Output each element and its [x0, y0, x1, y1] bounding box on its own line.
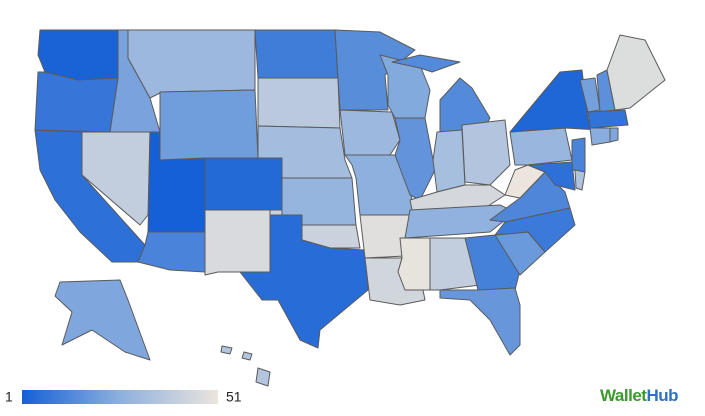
region: [439, 287, 521, 356]
region: [571, 137, 586, 173]
region: [255, 367, 271, 387]
region: [509, 127, 573, 166]
legend-color-bar: [22, 390, 218, 404]
region: [527, 161, 576, 191]
region: [397, 237, 431, 291]
region: [429, 237, 481, 291]
region: [464, 234, 521, 291]
legend-max-label: 51: [226, 389, 242, 405]
logo-part: Hub: [646, 386, 678, 405]
region: [159, 89, 259, 161]
region: [606, 34, 666, 111]
region: [589, 127, 611, 146]
region: [432, 129, 466, 193]
region: [220, 345, 233, 355]
region: [137, 231, 206, 273]
region: [254, 29, 339, 79]
region: [241, 351, 253, 361]
region: [609, 127, 619, 143]
region: [37, 29, 119, 81]
region: [394, 117, 436, 201]
region: [204, 157, 283, 211]
region: [574, 169, 586, 191]
states: [34, 29, 666, 387]
region: [204, 209, 271, 276]
logo: WalletHub: [600, 386, 678, 405]
region: [339, 109, 401, 156]
logo-part: Wallet: [600, 386, 647, 405]
region: [127, 29, 256, 99]
legend-min-label: 1: [5, 389, 13, 405]
region: [54, 279, 151, 361]
region: [391, 54, 461, 73]
region: [34, 71, 119, 133]
region: [461, 119, 511, 186]
region: [587, 109, 629, 129]
region: [257, 77, 341, 129]
region: [239, 214, 369, 349]
